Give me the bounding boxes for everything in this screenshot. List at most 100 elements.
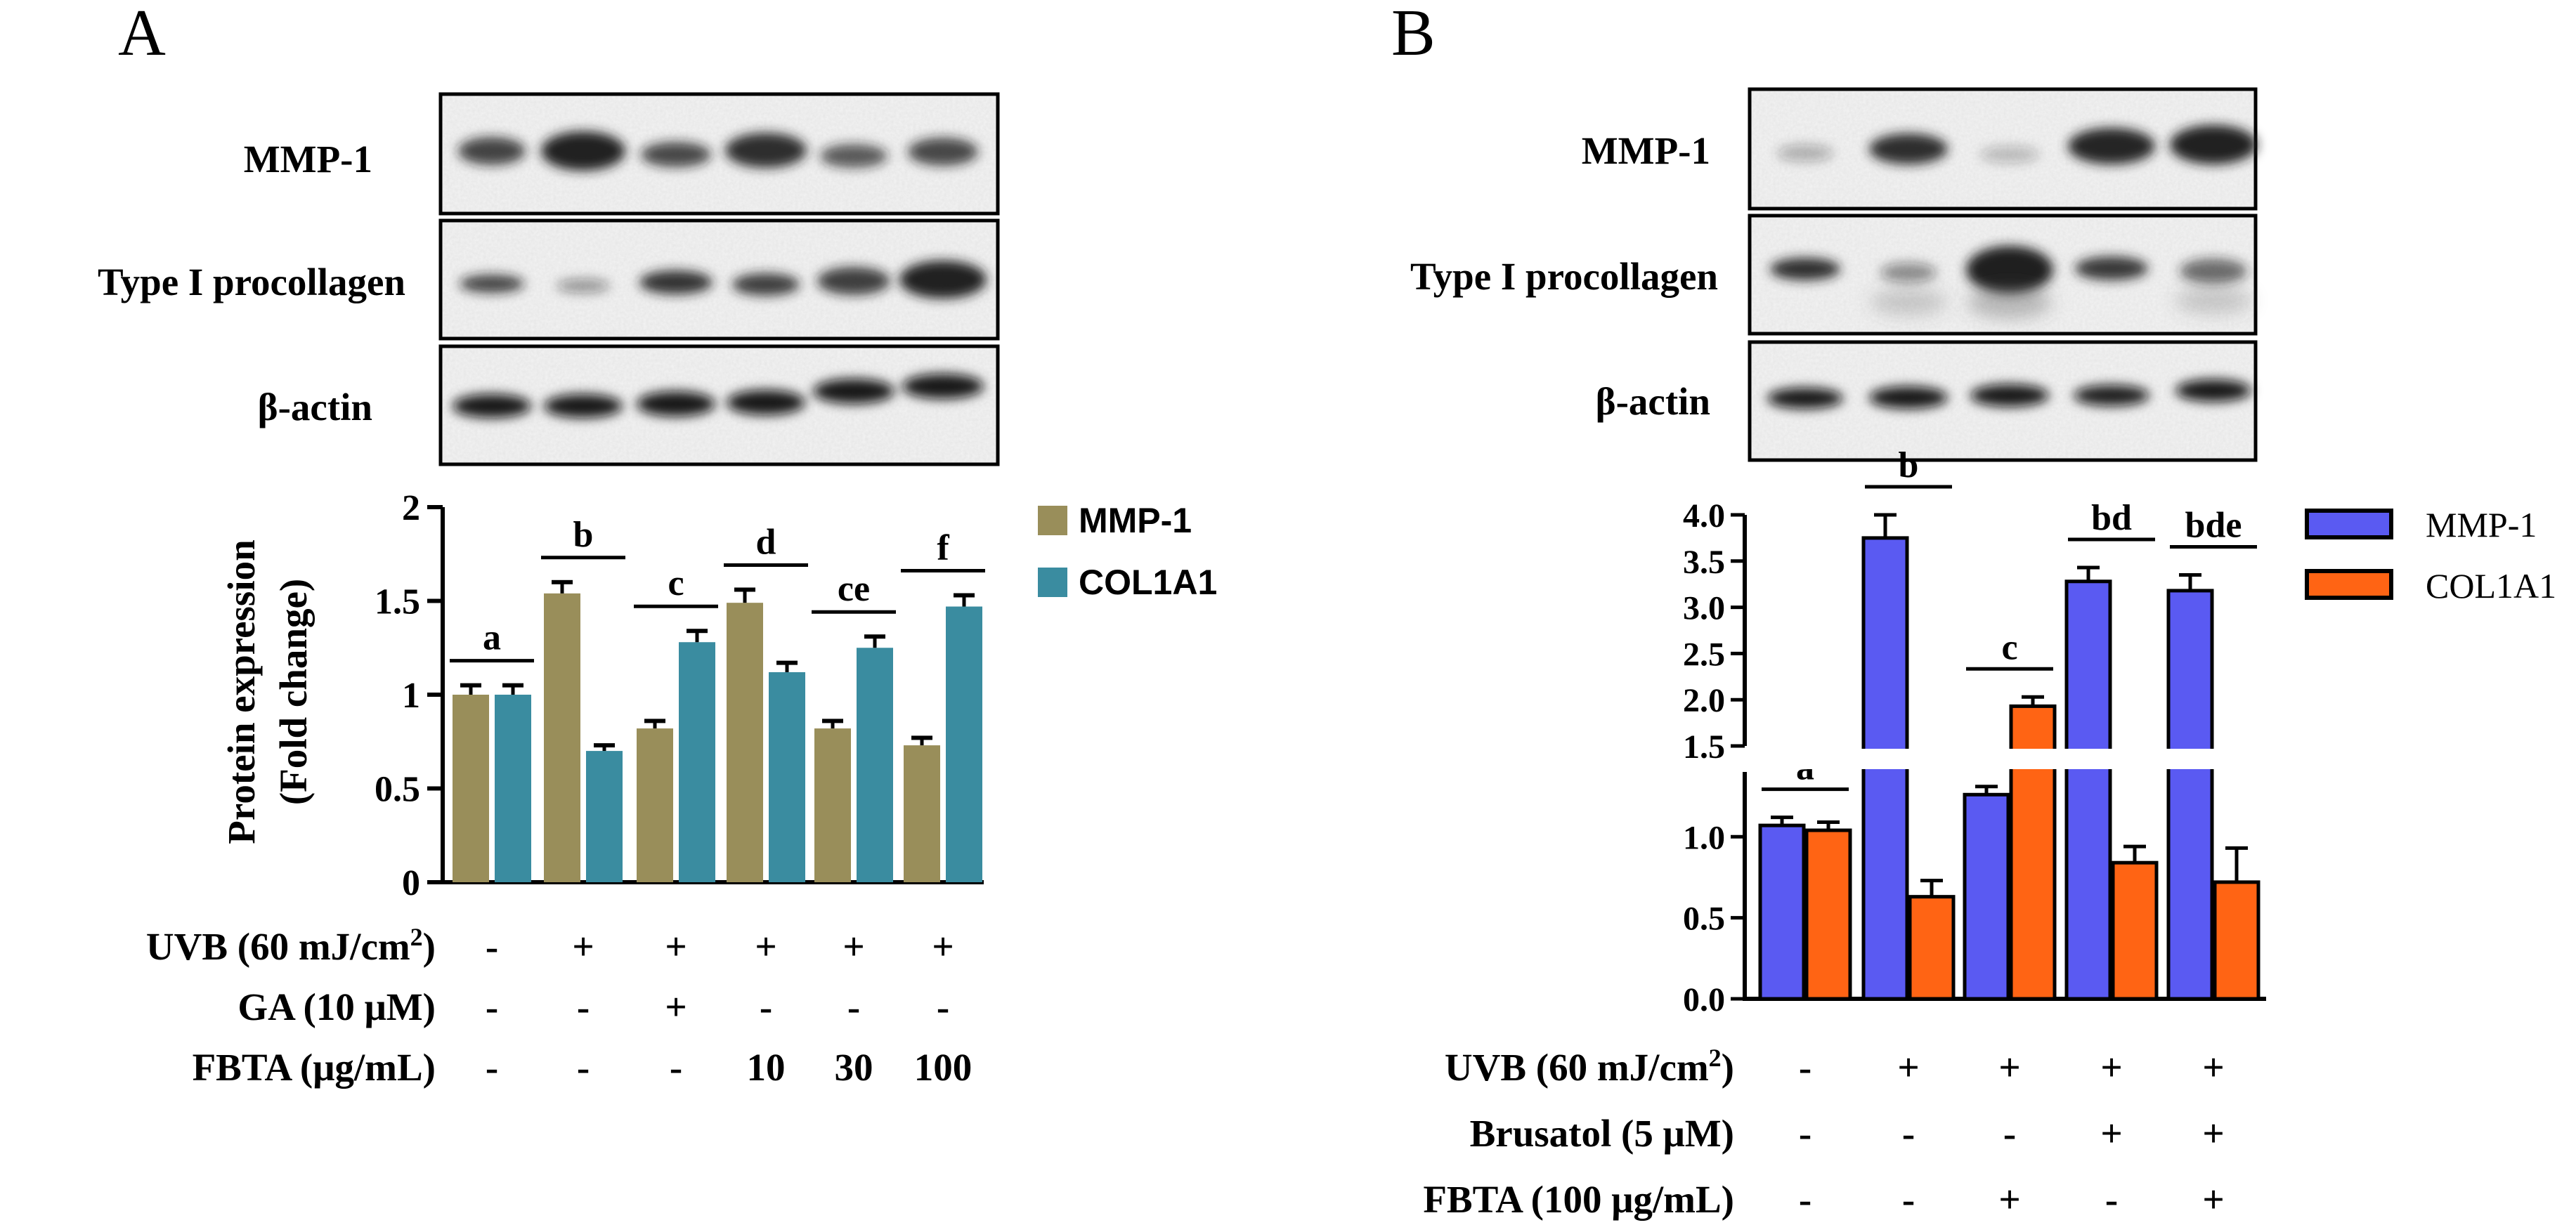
significance-letter-b: b — [1899, 445, 1919, 485]
condition-value-a: - — [486, 925, 498, 968]
bar-b-mmp1 — [1758, 823, 1806, 1001]
bar-a-col1a1 — [946, 606, 982, 882]
condition-value-a: - — [577, 1046, 590, 1089]
bar-a-mmp1 — [904, 745, 940, 882]
error-cap-a — [864, 634, 885, 639]
significance-letter-a: a — [483, 618, 501, 658]
condition-value-a: - — [847, 985, 860, 1028]
bar-b-mmp1 — [1963, 792, 2010, 1001]
significance-letter-a: ce — [838, 569, 870, 609]
blot-label-mmp1-a: MMP-1 — [244, 138, 372, 181]
condition-value-b: + — [2202, 1046, 2224, 1089]
y-axis-label-a-line2: (Fold change) — [272, 579, 315, 805]
bar-b-col1a1 — [2111, 860, 2159, 1001]
blot-label-actin-a: β-actin — [258, 386, 372, 428]
error-cap-a — [954, 593, 975, 598]
condition-value-a: 100 — [914, 1046, 972, 1089]
bar-b-col1a1 — [1908, 895, 1956, 1001]
bar-a-col1a1 — [586, 751, 623, 882]
error-cap-a — [734, 587, 755, 592]
condition-value-b: - — [2003, 1112, 2016, 1155]
y-tick-label-upper-b: 1.5 — [1683, 728, 1725, 766]
error-cap-a — [911, 735, 932, 740]
bar-a-mmp1 — [637, 728, 673, 882]
error-bar-a — [831, 721, 835, 729]
condition-label-ga-a: GA (10 μM) — [238, 985, 436, 1028]
condition-value-a: + — [665, 925, 687, 968]
bar-a-mmp1 — [727, 603, 763, 882]
y-tick-label-upper-b: 2.5 — [1683, 636, 1725, 673]
legend-swatch-mmp1-b — [2305, 509, 2393, 539]
y-tick-label-a: 0.5 — [375, 770, 420, 810]
condition-value-a: 30 — [835, 1046, 873, 1089]
bar-a-col1a1 — [679, 642, 715, 882]
y-tick-label-upper-b: 4.0 — [1683, 497, 1725, 535]
error-cap-a — [502, 683, 523, 688]
blot-image-actin-a — [438, 344, 1000, 466]
condition-label-brusatol-b: Brusatol (5 μM) — [1470, 1112, 1734, 1155]
significance-letter-a: b — [573, 515, 594, 555]
bar-a-mmp1 — [453, 695, 489, 882]
legend-a: MMP-1 COL1A1 — [1038, 501, 1217, 602]
condition-value-a: - — [670, 1046, 682, 1089]
legend-b: MMP-1 COL1A1 — [2305, 505, 2556, 605]
significance-letter-b: bde — [2185, 506, 2242, 546]
condition-value-b: + — [2202, 1178, 2224, 1221]
error-bar-a — [469, 685, 473, 695]
condition-label-uvb-b: UVB (60 mJ/cm2) — [1445, 1044, 1734, 1089]
y-tick-label-a: 0 — [402, 863, 420, 903]
y-tick-label-upper-b: 3.5 — [1683, 544, 1725, 581]
y-tick-label-a: 1.5 — [375, 582, 420, 622]
condition-value-a: - — [760, 985, 772, 1028]
bar-b-col1a1 — [2213, 880, 2260, 1001]
condition-value-b: - — [1902, 1178, 1915, 1221]
error-bar-a — [962, 595, 966, 607]
bar-a-col1a1 — [495, 695, 531, 882]
bar-a-mmp1 — [544, 593, 580, 882]
condition-value-a: 10 — [747, 1046, 786, 1089]
error-cap-a — [644, 719, 665, 723]
y-tick-label-a: 1 — [402, 676, 420, 716]
condition-value-b: + — [2202, 1112, 2224, 1155]
error-bar-a — [511, 685, 515, 695]
panel-letter-b: B — [1391, 0, 1436, 70]
blot-image-procollagen-a — [438, 218, 1000, 341]
significance-letter-a: d — [756, 522, 776, 562]
condition-label-fbta-b: FBTA (100 μg/mL) — [1423, 1178, 1734, 1221]
condition-value-a: + — [932, 925, 954, 968]
bar-chart-a: Protein expression (Fold change) 0 0.5 1 1.… — [220, 488, 985, 903]
legend-swatch-col1a1-b — [2305, 569, 2393, 600]
y-tick-label-upper-b: 3.0 — [1683, 590, 1725, 627]
condition-value-b: + — [1998, 1046, 2020, 1089]
y-tick-label-a: 2 — [402, 488, 420, 528]
condition-value-b: - — [1902, 1112, 1915, 1155]
condition-label-uvb-a: UVB (60 mJ/cm2) — [146, 923, 436, 968]
axis-break-b — [1748, 749, 2269, 769]
condition-label-fbta-a: FBTA (μg/mL) — [193, 1046, 436, 1089]
condition-value-a: + — [665, 985, 687, 1028]
treatment-table-b: UVB (60 mJ/cm2) Brusatol (5 μM) FBTA (10… — [1423, 1044, 2224, 1221]
blot-label-procollagen-b: Type I procollagen — [1410, 255, 1718, 298]
legend-label-mmp1-a: MMP-1 — [1079, 501, 1192, 540]
condition-value-b: + — [1897, 1046, 1919, 1089]
condition-value-a: + — [755, 925, 776, 968]
blot-image-mmp1-b — [1748, 87, 2258, 211]
bar-b-mmp1 — [2064, 579, 2112, 1001]
error-cap-a — [822, 719, 843, 723]
significance-letter-a: f — [937, 528, 949, 568]
condition-value-b: - — [2105, 1178, 2118, 1221]
significance-letter-b: c — [2001, 627, 2017, 667]
bar-chart-b: 1.52.02.53.03.54.00.00.51.0abcbdbde — [1683, 445, 2269, 1018]
legend-label-col1a1-a: COL1A1 — [1079, 563, 1217, 602]
condition-value-a: + — [572, 925, 594, 968]
bar-b-col1a1 — [1804, 828, 1852, 1001]
legend-swatch-col1a1-a — [1038, 568, 1067, 597]
error-cap-a — [460, 683, 481, 688]
condition-value-b: + — [2100, 1112, 2122, 1155]
y-tick-label-upper-b: 2.0 — [1683, 682, 1725, 719]
treatment-table-a: UVB (60 mJ/cm2) GA (10 μM) FBTA (μg/mL) … — [146, 923, 972, 1089]
condition-value-a: - — [577, 985, 590, 1028]
error-bar-a — [695, 631, 699, 643]
legend-label-mmp1-b: MMP-1 — [2426, 505, 2537, 544]
y-tick-label-lower-b: 0.5 — [1683, 900, 1725, 938]
